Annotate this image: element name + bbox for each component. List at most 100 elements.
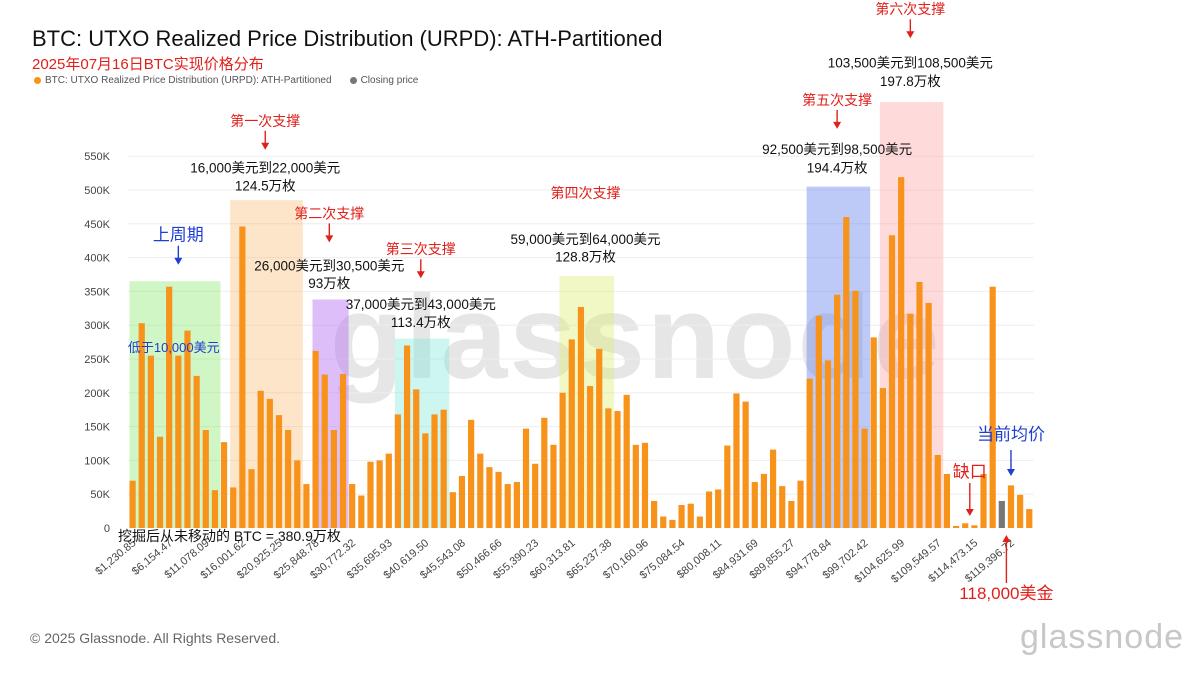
bar — [184, 330, 191, 528]
bar — [568, 339, 575, 528]
bar — [166, 286, 173, 528]
bar — [193, 375, 200, 528]
copyright: © 2025 Glassnode. All Rights Reserved. — [30, 630, 281, 646]
support-2-label-arrowhead — [325, 235, 334, 243]
bar — [742, 401, 749, 528]
chart-subtitle: 2025年07月16日BTC实现价格分布 — [32, 56, 264, 73]
support-3-label: 第三次支撑 — [386, 241, 456, 257]
bar — [870, 337, 877, 528]
legend-item-closing[interactable]: Closing price — [349, 75, 419, 86]
prev-cycle-label: 上周期 — [153, 226, 204, 245]
region-support-4 — [559, 275, 614, 528]
bar — [586, 386, 594, 528]
bar — [422, 433, 429, 528]
bar — [266, 398, 273, 528]
bar — [696, 516, 703, 528]
bar — [934, 454, 941, 528]
bar — [550, 444, 557, 528]
y-tick-label: 450K — [84, 219, 110, 231]
bar — [211, 490, 219, 528]
bar — [733, 393, 740, 528]
bar — [971, 525, 978, 528]
legend: BTC: UTXO Realized Price Distribution (U… — [34, 75, 418, 86]
chart-title: BTC: UTXO Realized Price Distribution (U… — [32, 26, 663, 51]
bar — [349, 484, 356, 528]
price-118k-label: 118,000美金 — [959, 584, 1053, 603]
bar — [468, 419, 475, 528]
bar — [788, 500, 795, 528]
support-4-amount: 128.8万枚 — [555, 250, 616, 265]
bar — [879, 388, 886, 528]
y-tick-label: 300K — [84, 320, 110, 332]
bar — [257, 390, 264, 528]
y-tick-label: 50K — [90, 489, 110, 501]
bar — [495, 471, 502, 528]
bar — [843, 217, 850, 529]
support-3-label-arrowhead — [416, 271, 425, 279]
bar — [202, 429, 209, 528]
support-3-amount: 113.4万枚 — [391, 315, 451, 330]
bar — [861, 428, 868, 528]
avg-price-arrowhead — [1006, 469, 1015, 476]
bar — [486, 467, 493, 528]
support-2-label: 第二次支撑 — [294, 205, 364, 221]
legend-label-urpd: BTC: UTXO Realized Price Distribution (U… — [45, 75, 332, 86]
bar — [660, 516, 667, 528]
bar — [403, 345, 411, 528]
bar — [559, 392, 566, 528]
bar — [431, 414, 438, 528]
bar — [449, 492, 456, 528]
support-5-amount: 194.4万枚 — [807, 160, 868, 175]
bar — [824, 360, 832, 528]
support-2-amount: 93万枚 — [308, 276, 351, 291]
bar — [623, 394, 630, 528]
bar — [815, 315, 822, 528]
support-5-label: 第五次支撑 — [802, 92, 872, 108]
bar — [294, 460, 301, 528]
bar — [147, 355, 154, 528]
support-4-range: 59,000美元到64,000美元 — [510, 232, 660, 247]
support-6-range: 103,500美元到108,500美元 — [828, 56, 993, 71]
bar — [614, 411, 621, 528]
bar — [641, 442, 649, 528]
bar — [504, 484, 511, 528]
bar — [998, 500, 1005, 528]
bar — [952, 525, 960, 528]
bar — [330, 429, 337, 528]
bar — [888, 235, 896, 529]
bar — [220, 442, 228, 528]
bar — [751, 482, 758, 528]
price-118k-arrowhead — [1002, 535, 1011, 542]
support-1-label: 第一次支撑 — [230, 113, 300, 129]
bar — [321, 374, 328, 528]
y-tick-label: 0 — [104, 523, 110, 535]
support-3-range: 37,000美元到43,000美元 — [346, 297, 496, 312]
bar — [715, 489, 722, 528]
bar — [925, 302, 932, 528]
legend-dot-closing — [349, 77, 357, 84]
bar — [898, 177, 905, 528]
bar — [394, 414, 402, 528]
prev-cycle-label-arrowhead — [174, 257, 183, 265]
bar — [577, 306, 585, 528]
gap-label: 缺口 — [953, 462, 987, 481]
bar — [605, 408, 612, 528]
y-tick-label: 500K — [84, 185, 110, 197]
legend-label-closing: Closing price — [360, 75, 419, 86]
unmoved-btc-note: 挖掘后从未移动的 BTC = 380.9万枚 — [118, 528, 341, 544]
legend-dot-urpd — [34, 77, 41, 84]
bar — [834, 294, 841, 528]
bar — [413, 389, 420, 528]
y-tick-label: 350K — [84, 286, 110, 298]
bar — [806, 378, 813, 528]
y-tick-label: 100K — [84, 455, 110, 467]
avg-price-label: 当前均价 — [977, 425, 1045, 444]
bar — [962, 523, 969, 528]
y-tick-label: 200K — [84, 388, 110, 400]
legend-item-urpd[interactable]: BTC: UTXO Realized Price Distribution (U… — [34, 75, 332, 86]
bar — [779, 486, 786, 528]
support-1-range: 16,000美元到22,000美元 — [190, 160, 340, 175]
bar — [678, 505, 685, 528]
support-4-label: 第四次支撑 — [551, 185, 621, 201]
